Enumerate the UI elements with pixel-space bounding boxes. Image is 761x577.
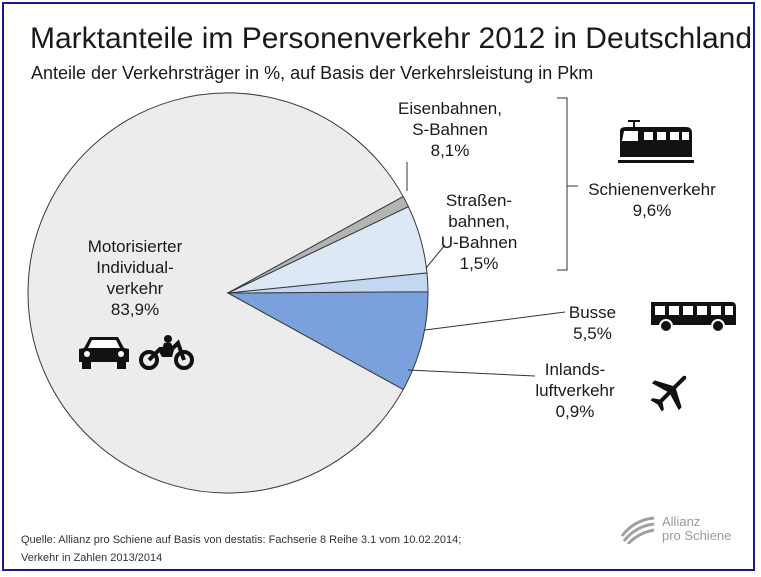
- bus-icon: [648, 298, 738, 339]
- value-busse: 5,5%: [573, 324, 612, 343]
- train-icon: [614, 117, 694, 172]
- label-schiene: Schienenverkehr 9,6%: [582, 179, 722, 221]
- car-icon: [76, 334, 132, 375]
- label-busse: Busse 5,5%: [560, 302, 625, 344]
- value-miv: 83,9%: [110, 300, 160, 319]
- value-strassenbahn: 1,5%: [459, 254, 499, 273]
- slice-luft: [227, 195, 410, 294]
- chart-frame: [2, 2, 755, 571]
- label-luft: Inlands- luftverkehr 0,9%: [520, 359, 630, 422]
- value-luft: 0,9%: [555, 402, 595, 421]
- chart-title: Marktanteile im Personenverkehr 2012 in …: [30, 22, 753, 55]
- chart-subtitle: Anteile der Verkehrsträger in %, auf Bas…: [31, 63, 594, 83]
- slice-eisenbahn: [226, 291, 429, 391]
- motorcycle-icon: [138, 334, 196, 375]
- brand-logo: Allianz pro Schiene: [620, 514, 731, 544]
- label-miv: Motorisierter Individual- verkehr 83,9%: [75, 236, 195, 320]
- value-schiene: 9,6%: [632, 201, 672, 220]
- leader-strassenbahn: [425, 244, 446, 269]
- leader-luft: [407, 369, 536, 377]
- label-strassenbahn: Straßen- bahnen, U-Bahnen 1,5%: [430, 190, 528, 274]
- airplane-icon: [648, 368, 694, 419]
- brand-subname: pro Schiene: [662, 528, 732, 543]
- source-note: Quelle: Allianz pro Schiene auf Basis vo…: [21, 534, 462, 564]
- schiene-bracket: [557, 97, 568, 271]
- slice-miv: [27, 92, 404, 494]
- label-eisenbahn: Eisenbahnen, S-Bahnen 8,1%: [395, 98, 505, 161]
- brand-name: Allianz: [662, 514, 701, 529]
- leader-busse: [424, 311, 566, 331]
- allianz-logo-icon: [620, 516, 655, 544]
- value-eisenbahn: 8,1%: [430, 141, 470, 160]
